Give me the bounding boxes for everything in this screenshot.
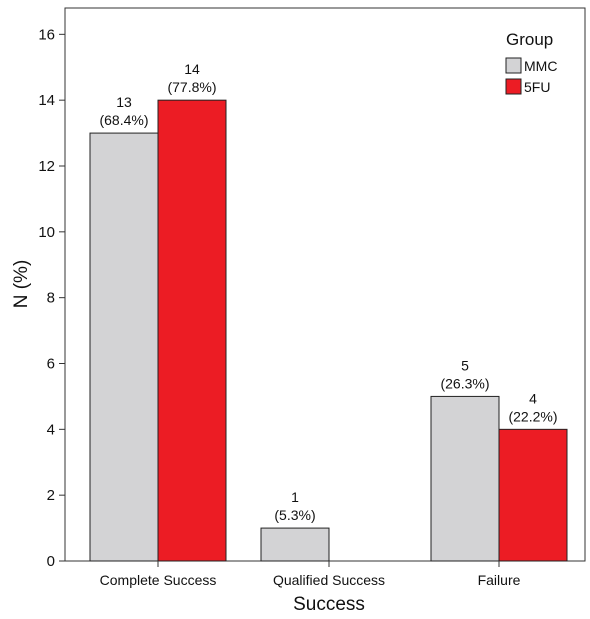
data-label: (68.4%) [99, 112, 148, 128]
y-tick-label: 8 [47, 290, 55, 307]
y-axis: 0 2 4 6 8 10 12 14 16 [38, 26, 65, 570]
data-labels: 13 (68.4%) 1 (5.3%) 5 (26.3%) 14 (77.8%) 4 (22.2%… [99, 61, 557, 523]
data-label: (77.8%) [167, 79, 216, 95]
y-tick-label: 12 [38, 158, 55, 175]
legend-items: MMC 5FU [505, 57, 557, 95]
x-tick-label: Complete Success [100, 572, 217, 588]
y-tick-label: 16 [38, 26, 55, 43]
x-axis: Complete Success Qualified Success Failure [100, 561, 521, 588]
bars [89, 99, 568, 562]
x-axis-title: Success [293, 594, 365, 615]
legend-title: Group [506, 30, 553, 49]
y-tick-label: 4 [47, 421, 55, 438]
bar-5fu-0 [157, 99, 227, 562]
data-label: 1 [291, 489, 299, 505]
data-label: (5.3%) [274, 507, 315, 523]
data-label: (26.3%) [440, 375, 489, 391]
legend: Group MMC 5FU [505, 30, 557, 95]
legend-swatch-mmc [505, 57, 522, 74]
y-tick-label: 14 [38, 92, 55, 109]
legend-label: MMC [524, 58, 557, 74]
data-label: 13 [116, 94, 132, 110]
y-tick-label: 0 [47, 553, 55, 570]
bar-5fu-2 [498, 428, 568, 562]
y-tick-label: 2 [47, 487, 55, 504]
y-axis-title: N (%) [11, 260, 32, 309]
data-label: 5 [461, 357, 469, 373]
data-label: (22.2%) [508, 408, 557, 424]
legend-swatch-5fu [505, 78, 522, 95]
bar-mmc-0 [89, 132, 159, 562]
data-label: 4 [529, 390, 537, 406]
y-tick-label: 6 [47, 356, 55, 373]
x-tick-label: Qualified Success [273, 572, 385, 588]
x-tick-label: Failure [478, 572, 521, 588]
bar-mmc-1 [260, 527, 330, 562]
legend-label: 5FU [524, 79, 550, 95]
y-tick-label: 10 [38, 224, 55, 241]
bar-mmc-2 [430, 395, 500, 562]
data-label: 14 [184, 61, 200, 77]
